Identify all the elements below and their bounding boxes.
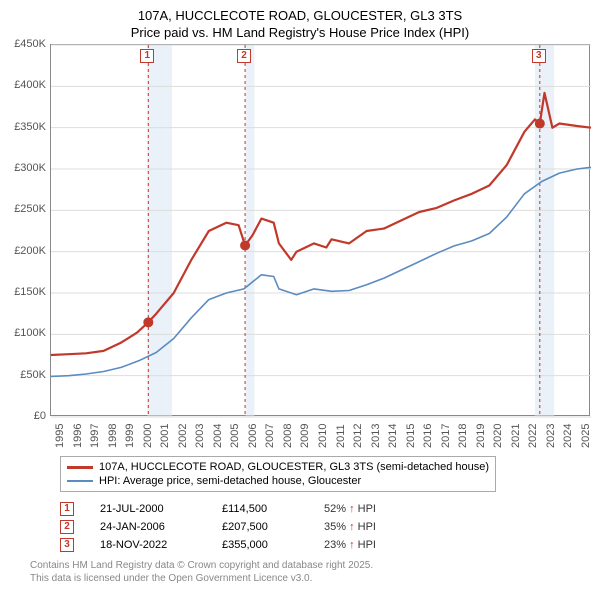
y-tick-label: £350K — [2, 121, 46, 133]
x-tick-label: 2008 — [282, 424, 294, 448]
footer-line-1: Contains HM Land Registry data © Crown c… — [30, 560, 373, 573]
x-tick-label: 2013 — [370, 424, 382, 448]
x-tick-label: 1995 — [54, 424, 66, 448]
x-tick-label: 2015 — [405, 424, 417, 448]
y-tick-label: £300K — [2, 162, 46, 174]
legend-label-2: HPI: Average price, semi-detached house,… — [99, 475, 361, 487]
x-tick-label: 2020 — [492, 424, 504, 448]
note-row-3: 3 18-NOV-2022 £355,000 23% ↑ HPI — [60, 536, 376, 554]
x-tick-label: 2012 — [352, 424, 364, 448]
x-tick-label: 2014 — [387, 424, 399, 448]
x-tick-label: 1998 — [107, 424, 119, 448]
x-tick-label: 2019 — [475, 424, 487, 448]
note-price-2: £207,500 — [222, 521, 298, 533]
x-tick-label: 2022 — [527, 424, 539, 448]
x-tick-label: 1996 — [72, 424, 84, 448]
legend-row-2: HPI: Average price, semi-detached house,… — [67, 474, 489, 488]
chart-title: 107A, HUCCLECOTE ROAD, GLOUCESTER, GL3 3… — [0, 0, 600, 42]
x-tick-label: 2009 — [299, 424, 311, 448]
x-tick-label: 2010 — [317, 424, 329, 448]
legend-line-2 — [67, 480, 93, 482]
note-hpi-3: 23% ↑ HPI — [324, 539, 376, 551]
x-tick-label: 2021 — [510, 424, 522, 448]
legend-label-1: 107A, HUCCLECOTE ROAD, GLOUCESTER, GL3 3… — [99, 461, 489, 473]
x-tick-label: 2023 — [545, 424, 557, 448]
chart-marker-1: 1 — [140, 49, 154, 63]
x-tick-label: 2003 — [194, 424, 206, 448]
y-tick-label: £50K — [2, 369, 46, 381]
x-tick-label: 2024 — [562, 424, 574, 448]
note-marker-3: 3 — [60, 538, 74, 552]
sale-notes: 1 21-JUL-2000 £114,500 52% ↑ HPI 2 24-JA… — [60, 500, 376, 554]
note-hpi-2: 35% ↑ HPI — [324, 521, 376, 533]
title-line-2: Price paid vs. HM Land Registry's House … — [0, 25, 600, 42]
title-line-1: 107A, HUCCLECOTE ROAD, GLOUCESTER, GL3 3… — [0, 8, 600, 25]
x-tick-label: 2018 — [457, 424, 469, 448]
note-date-2: 24-JAN-2006 — [100, 521, 196, 533]
y-tick-label: £200K — [2, 245, 46, 257]
note-row-1: 1 21-JUL-2000 £114,500 52% ↑ HPI — [60, 500, 376, 518]
y-tick-label: £150K — [2, 286, 46, 298]
note-price-1: £114,500 — [222, 503, 298, 515]
y-tick-label: £400K — [2, 79, 46, 91]
note-row-2: 2 24-JAN-2006 £207,500 35% ↑ HPI — [60, 518, 376, 536]
chart-svg — [51, 45, 589, 415]
note-price-3: £355,000 — [222, 539, 298, 551]
note-marker-2: 2 — [60, 520, 74, 534]
x-tick-label: 1997 — [89, 424, 101, 448]
chart-marker-2: 2 — [237, 49, 251, 63]
x-tick-label: 1999 — [124, 424, 136, 448]
x-tick-label: 2001 — [159, 424, 171, 448]
chart-marker-3: 3 — [532, 49, 546, 63]
footer-attribution: Contains HM Land Registry data © Crown c… — [30, 560, 373, 585]
chart-container: 107A, HUCCLECOTE ROAD, GLOUCESTER, GL3 3… — [0, 0, 600, 590]
x-tick-label: 2006 — [247, 424, 259, 448]
x-tick-label: 2004 — [212, 424, 224, 448]
y-tick-label: £450K — [2, 38, 46, 50]
x-tick-label: 2011 — [335, 424, 347, 448]
footer-line-2: This data is licensed under the Open Gov… — [30, 573, 373, 586]
y-tick-label: £0 — [2, 410, 46, 422]
x-tick-label: 2025 — [580, 424, 592, 448]
note-hpi-1: 52% ↑ HPI — [324, 503, 376, 515]
legend-line-1 — [67, 466, 93, 469]
x-tick-label: 2016 — [422, 424, 434, 448]
legend: 107A, HUCCLECOTE ROAD, GLOUCESTER, GL3 3… — [60, 456, 496, 492]
note-date-3: 18-NOV-2022 — [100, 539, 196, 551]
x-tick-label: 2005 — [229, 424, 241, 448]
chart-plot-area — [50, 44, 590, 416]
x-tick-label: 2007 — [264, 424, 276, 448]
x-tick-label: 2002 — [177, 424, 189, 448]
x-tick-label: 2017 — [440, 424, 452, 448]
note-date-1: 21-JUL-2000 — [100, 503, 196, 515]
note-marker-1: 1 — [60, 502, 74, 516]
x-tick-label: 2000 — [142, 424, 154, 448]
y-tick-label: £250K — [2, 203, 46, 215]
legend-row-1: 107A, HUCCLECOTE ROAD, GLOUCESTER, GL3 3… — [67, 460, 489, 474]
y-tick-label: £100K — [2, 327, 46, 339]
